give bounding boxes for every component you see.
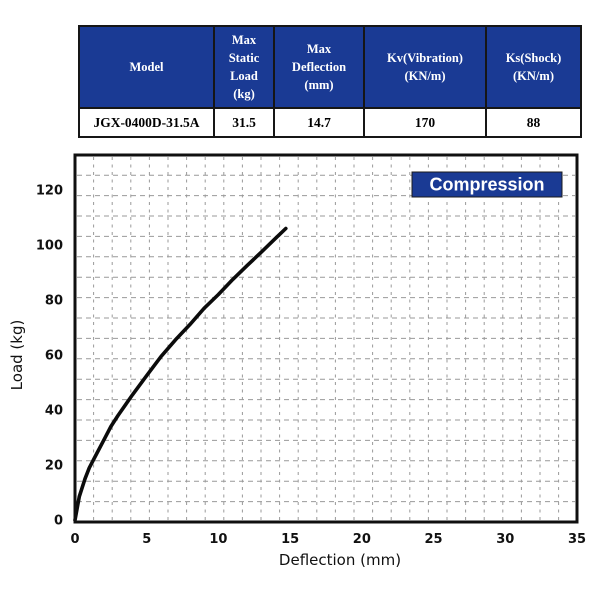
- plot-border: [73, 153, 579, 524]
- x-tick-label: 25: [425, 532, 443, 547]
- axis-ticks: 0 5 10 15 20 25 30 35 0 20 40 60 80 100 120: [36, 184, 586, 548]
- y-axis-title: Load (kg): [8, 320, 26, 391]
- table-row: JGX-0400D-31.5A 31.5 14.7 170 88: [78, 107, 582, 138]
- col-header-kv-vibration: Kv(Vibration) (KN/m): [363, 25, 487, 109]
- col-header-max-static-load: Max Static Load (kg): [213, 25, 275, 109]
- y-tick-label: 120: [36, 184, 63, 199]
- x-tick-label: 20: [353, 532, 371, 547]
- x-tick-label: 15: [281, 532, 299, 547]
- y-tick-label: 40: [45, 404, 63, 419]
- y-tick-label: 0: [54, 514, 63, 529]
- col-header-ks-shock: Ks(Shock) (KN/m): [485, 25, 582, 109]
- x-tick-label: 35: [568, 532, 586, 547]
- legend-label: Compression: [429, 175, 544, 195]
- x-tick-label: 10: [209, 532, 227, 547]
- legend-box: [411, 171, 563, 198]
- col-header-model: Model: [78, 25, 215, 109]
- load-deflection-curve: [73, 226, 288, 522]
- grid: [77, 157, 575, 520]
- y-tick-label: 20: [45, 459, 63, 474]
- spec-table: Model Max Static Load (kg) Max Deflectio…: [78, 25, 582, 138]
- y-tick-label: 60: [45, 349, 63, 364]
- x-axis-title: Deflection (mm): [279, 551, 401, 569]
- x-tick-label: 30: [496, 532, 514, 547]
- cell-ks-shock: 88: [485, 107, 582, 138]
- y-tick-label: 80: [45, 294, 63, 309]
- col-header-max-deflection: Max Deflection (mm): [273, 25, 365, 109]
- x-tick-label: 0: [70, 532, 79, 547]
- compression-chart: 0 5 10 15 20 25 30 35 0 20 40 60 80 100 120 Compressio…: [0, 140, 600, 600]
- cell-model: JGX-0400D-31.5A: [78, 107, 215, 138]
- curve-layer: [73, 226, 288, 522]
- table-header-row: Model Max Static Load (kg) Max Deflectio…: [78, 25, 582, 109]
- cell-kv-vibration: 170: [363, 107, 487, 138]
- cell-max-static-load: 31.5: [213, 107, 275, 138]
- x-tick-label: 5: [142, 532, 151, 547]
- y-tick-label: 100: [36, 239, 63, 254]
- cell-max-deflection: 14.7: [273, 107, 365, 138]
